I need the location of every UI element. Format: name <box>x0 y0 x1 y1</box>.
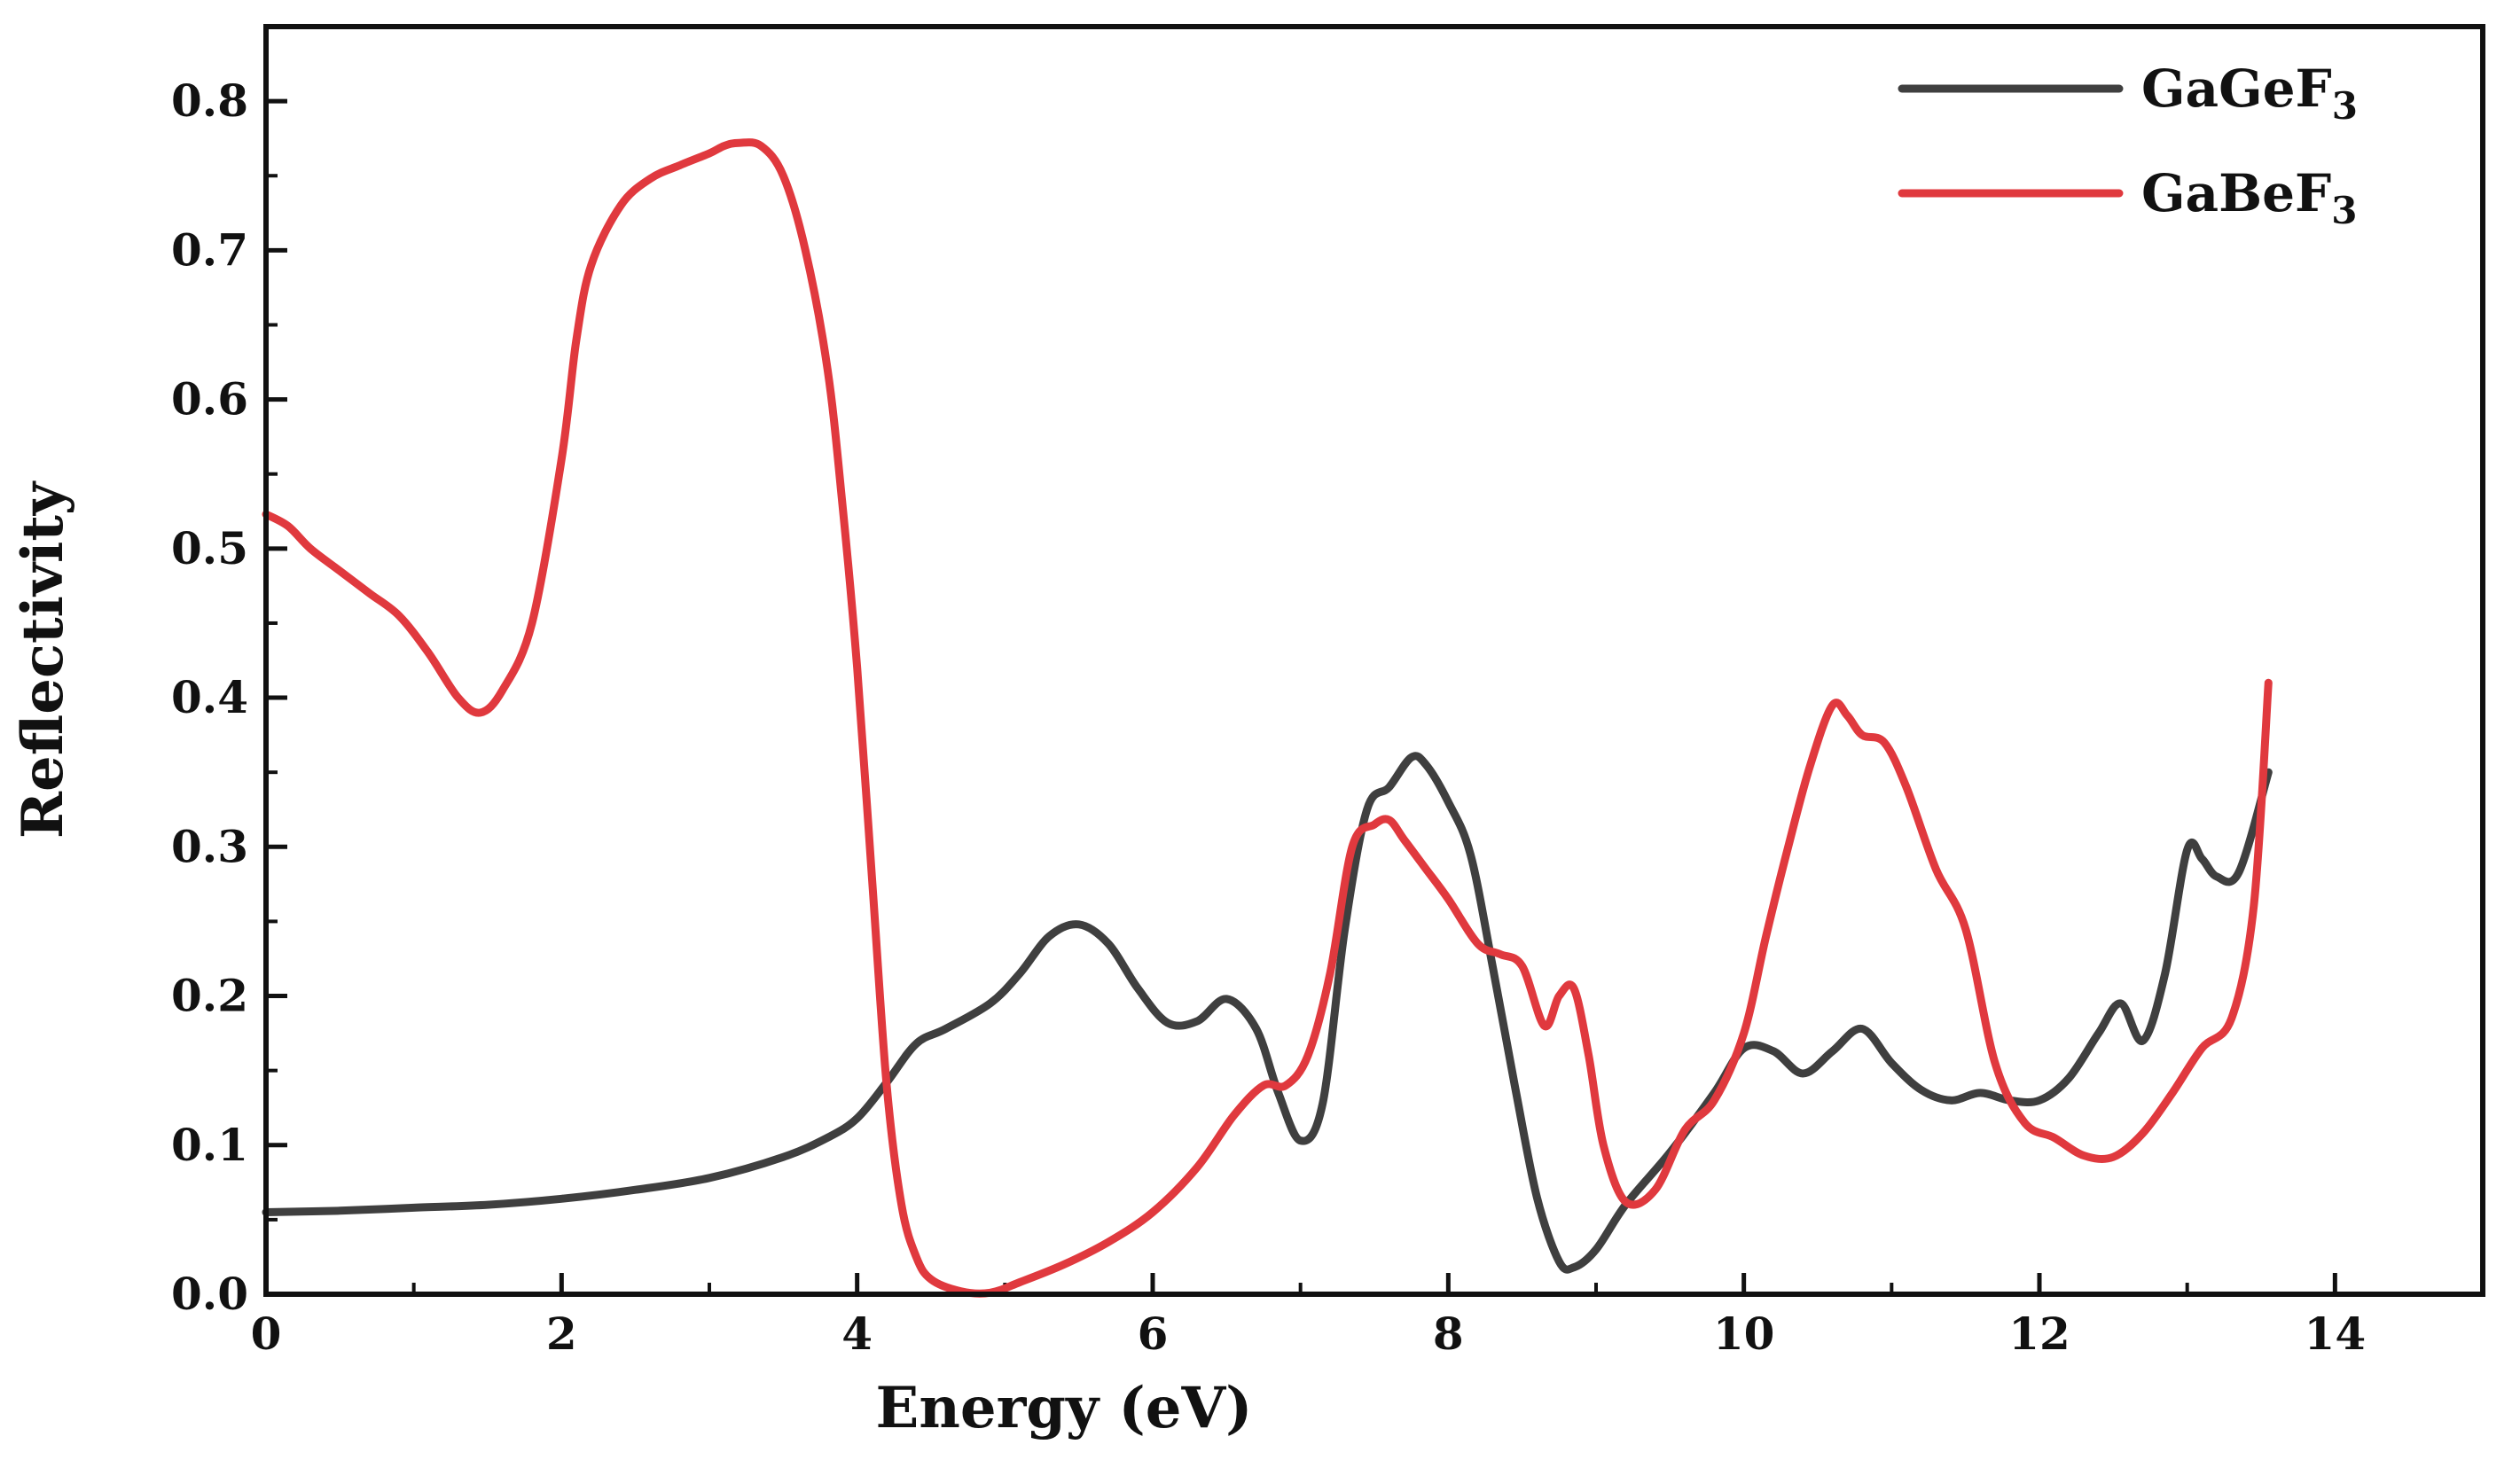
y-axis-label: Reflectivity <box>10 480 76 839</box>
x-tick-label: 2 <box>546 1308 577 1360</box>
x-tick-label: 0 <box>251 1308 282 1360</box>
y-tick-label: 0.6 <box>171 373 248 426</box>
x-tick-label: 6 <box>1138 1308 1169 1360</box>
x-tick-label: 12 <box>2008 1308 2070 1360</box>
y-tick-label: 0.2 <box>171 970 248 1022</box>
legend-label-gagef3: GaGeF3 <box>2141 59 2358 128</box>
x-tick-label: 8 <box>1433 1308 1464 1360</box>
y-tick-label: 0.3 <box>171 820 248 872</box>
y-tick-label: 0.1 <box>171 1119 248 1171</box>
series-line-gabef3 <box>262 138 2273 1298</box>
x-axis-label: Energy (eV) <box>876 1375 1253 1441</box>
legend: GaGeF3 GaBeF3 <box>1898 59 2358 232</box>
y-tick-label: 0.8 <box>171 74 248 127</box>
labels-layer: Energy (eV) Reflectivity <box>10 480 1252 1441</box>
ticks-layer: 0 2 4 6 8 10 12 14 0.0 0.1 0.2 0.3 0.4 0.5 0.6 0.7 0.8 <box>171 74 2366 1360</box>
x-tick-label: 4 <box>841 1308 873 1360</box>
y-tick-label: 0.7 <box>171 223 248 276</box>
y-tick-label: 0.5 <box>171 522 248 574</box>
x-tick-label: 14 <box>2305 1308 2367 1360</box>
legend-label-gabef3: GaBeF3 <box>2141 163 2357 232</box>
x-tick-label: 10 <box>1713 1308 1775 1360</box>
y-tick-label: 0.4 <box>171 671 248 723</box>
y-tick-label: 0.0 <box>171 1268 248 1320</box>
plot-frame <box>263 24 2485 1297</box>
series-layer <box>262 138 2273 1298</box>
